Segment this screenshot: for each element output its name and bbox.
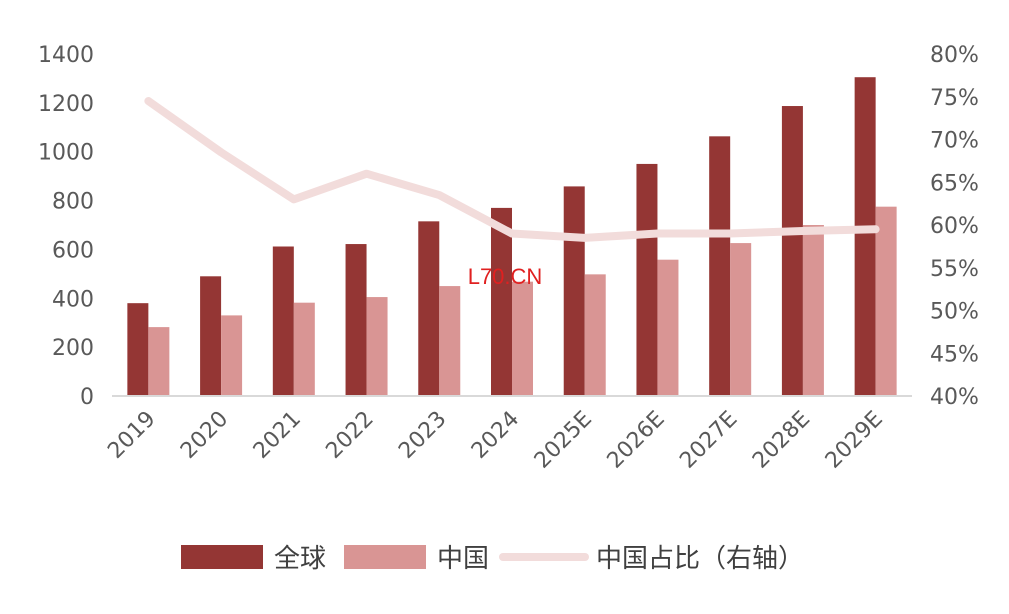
y-axis-left: 0 200 400 600 800 1000 1200 1400 bbox=[38, 43, 94, 410]
bar-global bbox=[636, 163, 658, 396]
bar-global bbox=[272, 246, 294, 396]
bars bbox=[127, 77, 897, 396]
y2-tick-label: 75% bbox=[930, 86, 979, 111]
y2-tick-label: 45% bbox=[930, 342, 979, 367]
y-tick-label: 0 bbox=[80, 385, 94, 410]
bar-china bbox=[584, 274, 606, 396]
y-tick-label: 1200 bbox=[38, 92, 94, 117]
x-tick-label: 2028E bbox=[748, 407, 815, 474]
bar-global bbox=[418, 221, 440, 396]
bar-global bbox=[781, 106, 803, 396]
bar-china bbox=[221, 315, 243, 396]
x-axis: 2019 2020 2021 2022 2023 2024 2025E 2026E 2027E 2… bbox=[103, 407, 888, 474]
x-tick-label: 2025E bbox=[530, 407, 597, 474]
bar-global bbox=[709, 136, 731, 396]
x-tick-label: 2027E bbox=[675, 407, 742, 474]
x-tick-label: 2022 bbox=[322, 407, 379, 464]
legend-swatch bbox=[344, 545, 426, 569]
bar-china bbox=[366, 297, 388, 396]
y2-tick-label: 80% bbox=[930, 43, 979, 68]
x-tick-label: 2026E bbox=[603, 407, 670, 474]
bar-global bbox=[491, 207, 512, 396]
bar-global bbox=[200, 276, 222, 396]
bar-china bbox=[730, 243, 752, 396]
y2-tick-label: 60% bbox=[930, 214, 979, 239]
line-china-share bbox=[144, 97, 880, 242]
y2-tick-label: 65% bbox=[930, 171, 979, 196]
y-tick-label: 200 bbox=[52, 336, 94, 361]
x-tick-label: 2029E bbox=[821, 407, 888, 474]
legend-label: 中国占比（右轴） bbox=[596, 544, 804, 574]
y2-tick-label: 70% bbox=[930, 129, 979, 154]
legend-label: 全球 bbox=[274, 544, 326, 574]
y-tick-label: 400 bbox=[52, 287, 94, 312]
legend-swatch bbox=[181, 545, 263, 569]
bar-global bbox=[854, 77, 876, 396]
y-tick-label: 600 bbox=[52, 238, 94, 263]
legend: 全球 中国 中国占比（右轴） bbox=[181, 544, 804, 574]
x-tick-label: 2019 bbox=[103, 407, 160, 464]
y-axis-right: 40% 45% 50% 55% 60% 65% 70% 75% 80% bbox=[930, 43, 979, 410]
bar-global bbox=[345, 244, 367, 396]
legend-label: 中国 bbox=[437, 544, 489, 574]
bar-china bbox=[148, 327, 170, 396]
bar-global bbox=[127, 303, 149, 396]
y2-tick-label: 50% bbox=[930, 300, 979, 325]
bar-china bbox=[439, 286, 461, 396]
bar-china bbox=[875, 206, 897, 396]
bar-china bbox=[802, 225, 824, 396]
x-tick-label: 2023 bbox=[394, 407, 451, 464]
watermark: L70.CN bbox=[468, 264, 543, 289]
bar-china bbox=[512, 281, 533, 396]
y2-tick-label: 55% bbox=[930, 257, 979, 282]
bar-china bbox=[657, 259, 679, 396]
x-tick-label: 2024 bbox=[467, 407, 524, 464]
y2-tick-label: 40% bbox=[930, 385, 979, 410]
y-tick-label: 1400 bbox=[38, 43, 94, 68]
line-series bbox=[144, 97, 880, 242]
x-tick-label: 2020 bbox=[176, 407, 233, 464]
x-tick-label: 2021 bbox=[249, 407, 306, 464]
y-tick-label: 800 bbox=[52, 190, 94, 215]
bar-global bbox=[563, 186, 585, 396]
bar-china bbox=[293, 302, 315, 396]
y-tick-label: 1000 bbox=[38, 141, 94, 166]
